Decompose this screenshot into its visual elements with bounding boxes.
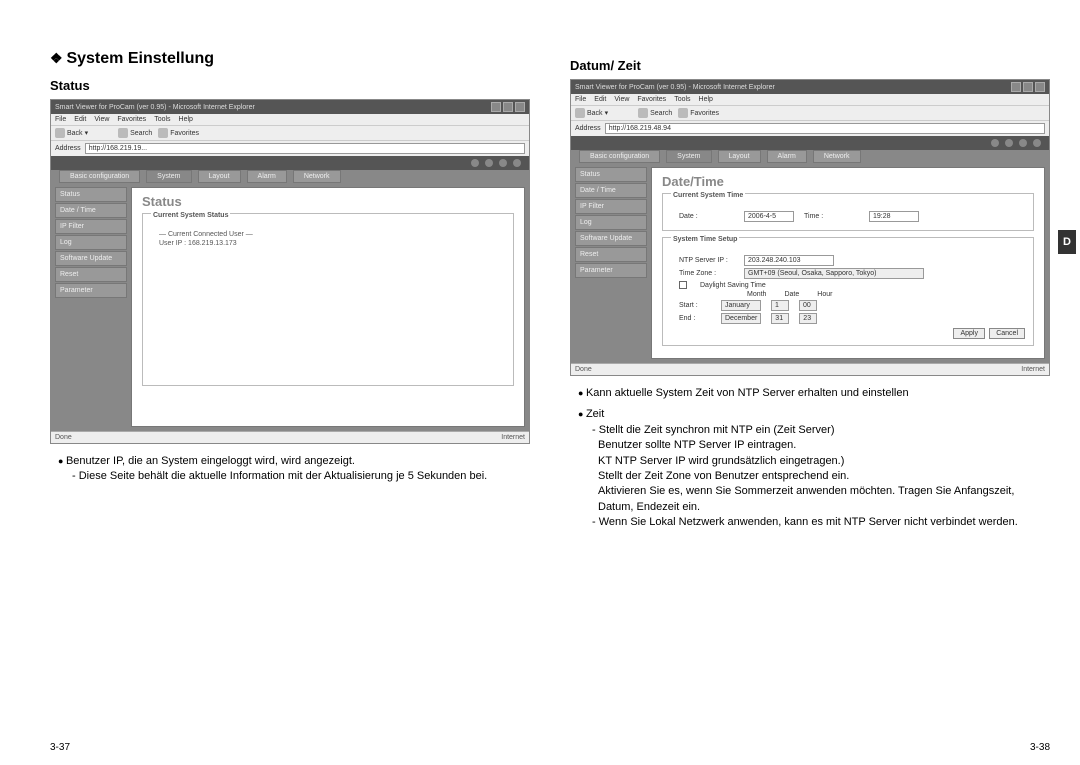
right-column: Datum/ Zeit Smart Viewer for ProCam (ver… <box>570 50 1050 531</box>
block1-title: Current System Time <box>671 192 745 199</box>
app-header-bar <box>51 156 529 170</box>
block2-title: System Time Setup <box>671 236 739 243</box>
sidebar-item-status: Status <box>575 167 647 182</box>
end-hour-select[interactable]: 23 <box>799 313 817 324</box>
main-heading: System Einstellung <box>50 50 530 68</box>
status-bar: Done Internet <box>571 363 1049 375</box>
sidebar-item-log: Log <box>575 215 647 230</box>
sub-heading-status: Status <box>50 78 530 93</box>
panel-title: Date/Time <box>662 174 1034 189</box>
sidebar-item-update: Software Update <box>575 231 647 246</box>
sidebar-item-datetime: Date / Time <box>575 183 647 198</box>
left-bullets: Benutzer IP, die an System eingeloggt wi… <box>50 454 530 485</box>
block-title: Current System Status <box>151 212 230 219</box>
main-panel: Status Current System Status — Current C… <box>131 187 525 427</box>
menubar[interactable]: File Edit View Favorites Tools Help <box>571 94 1049 105</box>
window-controls[interactable] <box>491 102 525 112</box>
page-number-left: 3-37 <box>50 742 70 753</box>
start-label: Start : <box>679 302 711 309</box>
page-number-right: 3-38 <box>1030 742 1050 753</box>
address-input[interactable]: http://168.219.48.94 <box>605 123 1045 134</box>
end-month-select[interactable]: December <box>721 313 761 324</box>
status-bar: Done Internet <box>51 431 529 443</box>
dst-label: Daylight Saving Time <box>700 282 766 289</box>
tab-basic: Basic configuration <box>59 170 140 183</box>
end-label: End : <box>679 315 711 322</box>
datetime-screenshot: Smart Viewer for ProCam (ver 0.95) - Mic… <box>570 79 1050 376</box>
sidebar-item-reset: Reset <box>55 267 127 282</box>
sidebar-item-status: Status <box>55 187 127 202</box>
dst-headers: Month Date Hour <box>747 291 1025 298</box>
cancel-button[interactable]: Cancel <box>989 328 1025 339</box>
connected-user-line: — Current Connected User — <box>159 231 505 238</box>
window-title: Smart Viewer for ProCam (ver 0.95) - Mic… <box>575 84 775 91</box>
sub-heading-datetime: Datum/ Zeit <box>570 58 1050 73</box>
sidebar-item-ipfilter: IP Filter <box>575 199 647 214</box>
start-hour-select[interactable]: 00 <box>799 300 817 311</box>
tab-basic: Basic configuration <box>579 150 660 163</box>
side-index-tab: D <box>1058 230 1076 254</box>
end-date-select[interactable]: 31 <box>771 313 789 324</box>
sidebar-item-parameter: Parameter <box>575 263 647 278</box>
ntp-label: NTP Server IP : <box>679 257 734 264</box>
search-icon <box>638 108 648 118</box>
address-bar[interactable]: Address http://168.219.48.94 <box>571 120 1049 136</box>
window-title: Smart Viewer for ProCam (ver 0.95) - Mic… <box>55 104 255 111</box>
window-controls[interactable] <box>1011 82 1045 92</box>
sidebar-item-parameter: Parameter <box>55 283 127 298</box>
date-label: Date : <box>679 213 734 220</box>
tab-alarm: Alarm <box>767 150 807 163</box>
time-label: Time : <box>804 213 859 220</box>
time-value: 19:28 <box>869 211 919 222</box>
right-bullets: Kann aktuelle System Zeit von NTP Server… <box>570 386 1050 531</box>
sidebar[interactable]: Status Date / Time IP Filter Log Softwar… <box>575 167 647 359</box>
date-value: 2006-4-5 <box>744 211 794 222</box>
status-screenshot: Smart Viewer for ProCam (ver 0.95) - Mic… <box>50 99 530 444</box>
tz-select[interactable]: GMT+09 (Seoul, Osaka, Sapporo, Tokyo) <box>744 268 924 279</box>
app-header-bar <box>571 136 1049 150</box>
tab-layout: Layout <box>198 170 241 183</box>
browser-toolbar[interactable]: Back ▾ Search Favorites <box>51 125 529 140</box>
nav-tabs[interactable]: Basic configuration System Layout Alarm … <box>571 150 1049 163</box>
sidebar-item-datetime: Date / Time <box>55 203 127 218</box>
tab-network: Network <box>293 170 341 183</box>
tab-system: System <box>666 150 711 163</box>
favorites-icon <box>678 108 688 118</box>
sidebar-item-update: Software Update <box>55 251 127 266</box>
sidebar-item-reset: Reset <box>575 247 647 262</box>
panel-title: Status <box>142 194 514 209</box>
back-icon <box>55 128 65 138</box>
tab-layout: Layout <box>718 150 761 163</box>
back-icon <box>575 108 585 118</box>
tz-label: Time Zone : <box>679 270 734 277</box>
tab-network: Network <box>813 150 861 163</box>
tab-system: System <box>146 170 191 183</box>
start-date-select[interactable]: 1 <box>771 300 789 311</box>
nav-tabs[interactable]: Basic configuration System Layout Alarm … <box>51 170 529 183</box>
main-panel: Date/Time Current System Time Date : 200… <box>651 167 1045 359</box>
user-ip-line: User IP : 168.219.13.173 <box>159 240 505 247</box>
ntp-input[interactable]: 203.248.240.103 <box>744 255 834 266</box>
address-bar[interactable]: Address http://168.219.19... <box>51 140 529 156</box>
sidebar[interactable]: Status Date / Time IP Filter Log Softwar… <box>55 187 127 427</box>
menubar[interactable]: File Edit View Favorites Tools Help <box>51 114 529 125</box>
sidebar-item-ipfilter: IP Filter <box>55 219 127 234</box>
address-input[interactable]: http://168.219.19... <box>85 143 525 154</box>
start-month-select[interactable]: January <box>721 300 761 311</box>
apply-button[interactable]: Apply <box>953 328 985 339</box>
dst-checkbox[interactable] <box>679 281 687 289</box>
left-column: System Einstellung Status Smart Viewer f… <box>50 50 530 531</box>
sidebar-item-log: Log <box>55 235 127 250</box>
search-icon <box>118 128 128 138</box>
tab-alarm: Alarm <box>247 170 287 183</box>
browser-toolbar[interactable]: Back ▾ Search Favorites <box>571 105 1049 120</box>
favorites-icon <box>158 128 168 138</box>
